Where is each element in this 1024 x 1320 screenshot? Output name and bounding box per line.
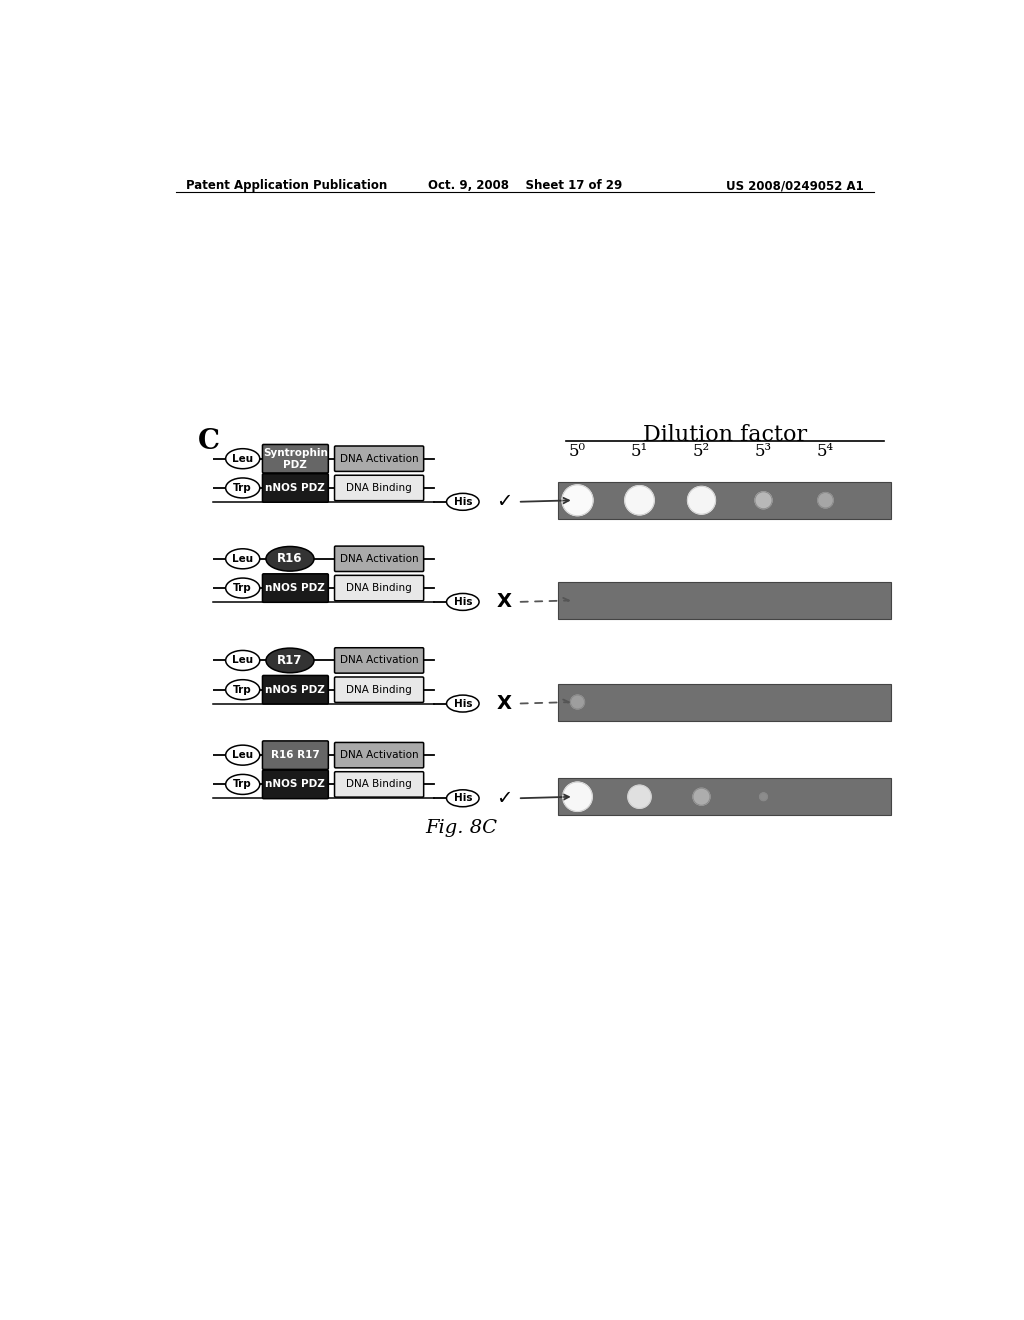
Text: DNA Binding: DNA Binding bbox=[346, 685, 412, 694]
Text: R16: R16 bbox=[278, 552, 303, 565]
Text: Leu: Leu bbox=[232, 750, 253, 760]
Text: His: His bbox=[454, 597, 472, 607]
Text: His: His bbox=[454, 793, 472, 804]
Ellipse shape bbox=[225, 775, 260, 795]
Bar bbox=[558, 779, 891, 816]
Text: Trp: Trp bbox=[233, 685, 252, 694]
Text: DNA Activation: DNA Activation bbox=[340, 656, 419, 665]
FancyBboxPatch shape bbox=[335, 546, 424, 572]
Text: Trp: Trp bbox=[233, 779, 252, 789]
Circle shape bbox=[625, 486, 654, 515]
Ellipse shape bbox=[266, 546, 314, 572]
FancyBboxPatch shape bbox=[262, 474, 329, 502]
Text: US 2008/0249052 A1: US 2008/0249052 A1 bbox=[726, 180, 864, 193]
Bar bbox=[558, 482, 891, 519]
Text: X: X bbox=[497, 694, 511, 713]
Text: Patent Application Publication: Patent Application Publication bbox=[186, 180, 387, 193]
Circle shape bbox=[562, 484, 593, 516]
Ellipse shape bbox=[446, 494, 479, 511]
Circle shape bbox=[693, 788, 710, 805]
Text: nNOS PDZ: nNOS PDZ bbox=[265, 779, 326, 789]
Circle shape bbox=[628, 785, 651, 808]
Ellipse shape bbox=[225, 680, 260, 700]
Ellipse shape bbox=[446, 789, 479, 807]
Text: Oct. 9, 2008    Sheet 17 of 29: Oct. 9, 2008 Sheet 17 of 29 bbox=[428, 180, 622, 193]
FancyBboxPatch shape bbox=[335, 772, 424, 797]
Text: X: X bbox=[497, 593, 511, 611]
Circle shape bbox=[760, 793, 767, 800]
Text: DNA Binding: DNA Binding bbox=[346, 583, 412, 593]
FancyBboxPatch shape bbox=[262, 741, 329, 770]
Ellipse shape bbox=[225, 578, 260, 598]
Text: DNA Activation: DNA Activation bbox=[340, 454, 419, 463]
Text: 5⁰: 5⁰ bbox=[569, 444, 586, 461]
Text: Leu: Leu bbox=[232, 454, 253, 463]
Text: DNA Activation: DNA Activation bbox=[340, 750, 419, 760]
Text: Syntrophin
PDZ: Syntrophin PDZ bbox=[263, 447, 328, 470]
Circle shape bbox=[755, 492, 772, 508]
Text: nNOS PDZ: nNOS PDZ bbox=[265, 583, 326, 593]
Ellipse shape bbox=[225, 744, 260, 766]
FancyBboxPatch shape bbox=[262, 574, 329, 602]
FancyBboxPatch shape bbox=[335, 648, 424, 673]
Text: His: His bbox=[454, 698, 472, 709]
FancyBboxPatch shape bbox=[335, 576, 424, 601]
FancyBboxPatch shape bbox=[262, 770, 329, 799]
Circle shape bbox=[563, 781, 592, 812]
Text: 5²: 5² bbox=[693, 444, 710, 461]
Text: ✓: ✓ bbox=[496, 492, 512, 511]
FancyBboxPatch shape bbox=[335, 446, 424, 471]
Text: Trp: Trp bbox=[233, 483, 252, 492]
Ellipse shape bbox=[225, 478, 260, 498]
Ellipse shape bbox=[266, 648, 314, 673]
Text: DNA Activation: DNA Activation bbox=[340, 554, 419, 564]
Text: nNOS PDZ: nNOS PDZ bbox=[265, 685, 326, 694]
Text: Dilution factor: Dilution factor bbox=[643, 424, 807, 446]
Text: R17: R17 bbox=[278, 653, 303, 667]
Circle shape bbox=[687, 487, 716, 515]
Text: nNOS PDZ: nNOS PDZ bbox=[265, 483, 326, 492]
Bar bbox=[558, 684, 891, 721]
Text: DNA Binding: DNA Binding bbox=[346, 483, 412, 492]
Circle shape bbox=[570, 696, 585, 709]
Text: Fig. 8C: Fig. 8C bbox=[425, 820, 498, 837]
Ellipse shape bbox=[225, 449, 260, 469]
FancyBboxPatch shape bbox=[335, 742, 424, 768]
Text: His: His bbox=[454, 496, 472, 507]
Ellipse shape bbox=[446, 696, 479, 711]
Text: Leu: Leu bbox=[232, 554, 253, 564]
Text: C: C bbox=[198, 428, 220, 455]
Circle shape bbox=[818, 492, 834, 508]
Text: ✓: ✓ bbox=[496, 789, 512, 808]
FancyBboxPatch shape bbox=[262, 676, 329, 704]
FancyBboxPatch shape bbox=[335, 475, 424, 500]
Ellipse shape bbox=[446, 594, 479, 610]
Bar bbox=[558, 582, 891, 619]
Text: R16 R17: R16 R17 bbox=[271, 750, 319, 760]
FancyBboxPatch shape bbox=[262, 445, 329, 473]
Text: 5¹: 5¹ bbox=[631, 444, 648, 461]
Text: Leu: Leu bbox=[232, 656, 253, 665]
FancyBboxPatch shape bbox=[335, 677, 424, 702]
Text: Trp: Trp bbox=[233, 583, 252, 593]
Text: 5⁴: 5⁴ bbox=[817, 444, 835, 461]
Ellipse shape bbox=[225, 549, 260, 569]
Text: 5³: 5³ bbox=[755, 444, 772, 461]
Text: DNA Binding: DNA Binding bbox=[346, 779, 412, 789]
Ellipse shape bbox=[225, 651, 260, 671]
